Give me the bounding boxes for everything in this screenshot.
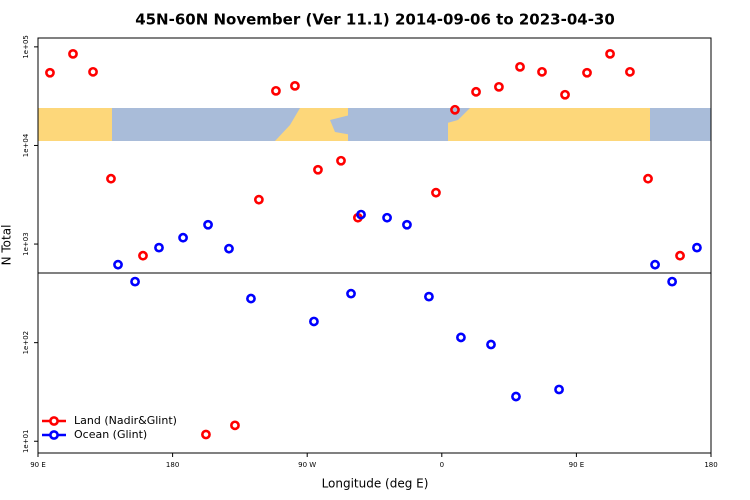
point bbox=[667, 276, 678, 287]
point bbox=[271, 85, 281, 96]
point bbox=[511, 391, 521, 402]
point bbox=[402, 219, 412, 230]
point bbox=[471, 86, 481, 97]
legend-marker bbox=[49, 430, 59, 440]
y-axis-label: N Total bbox=[0, 225, 14, 266]
y-tick-label: 1e+03 bbox=[22, 232, 30, 256]
point bbox=[537, 66, 547, 77]
point bbox=[230, 420, 240, 431]
x-tick-label: 90 W bbox=[298, 461, 316, 469]
point bbox=[68, 48, 78, 59]
x-tick-label: 180 bbox=[166, 461, 179, 469]
point bbox=[431, 187, 441, 198]
point bbox=[45, 67, 55, 78]
point bbox=[313, 164, 323, 175]
x-tick-label: 180 bbox=[704, 461, 717, 469]
point bbox=[494, 81, 504, 92]
point bbox=[203, 219, 213, 230]
legend-marker bbox=[49, 416, 59, 426]
x-tick-label: 90 E bbox=[569, 461, 585, 469]
y-tick-label: 1e+04 bbox=[22, 133, 30, 157]
point bbox=[382, 212, 392, 223]
point bbox=[346, 288, 356, 299]
point bbox=[138, 250, 148, 261]
point bbox=[650, 259, 660, 270]
point bbox=[88, 66, 98, 77]
point bbox=[290, 80, 300, 91]
point bbox=[554, 384, 564, 395]
chart-title: 45N-60N November (Ver 11.1) 2014-09-06 t… bbox=[135, 11, 615, 29]
point bbox=[336, 155, 346, 166]
x-tick-label: 90 E bbox=[30, 461, 46, 469]
point bbox=[113, 259, 123, 270]
x-tick-label: 0 bbox=[440, 461, 444, 469]
y-tick-label: 1e+05 bbox=[22, 35, 30, 59]
y-tick-label: 1e+02 bbox=[22, 331, 30, 355]
point bbox=[253, 194, 264, 205]
point bbox=[643, 173, 653, 184]
point bbox=[424, 291, 434, 302]
legend-label: Land (Nadir&Glint) bbox=[74, 414, 177, 427]
point bbox=[605, 48, 615, 59]
point bbox=[560, 89, 570, 100]
point bbox=[450, 104, 460, 115]
point bbox=[515, 61, 525, 72]
point bbox=[130, 276, 140, 287]
point bbox=[356, 209, 366, 220]
point bbox=[178, 232, 188, 243]
plot-frame bbox=[37, 37, 712, 454]
point bbox=[625, 66, 635, 77]
y-tick-label: 1e+01 bbox=[22, 429, 30, 453]
x-axis-label: Longitude (deg E) bbox=[322, 477, 429, 491]
point bbox=[582, 67, 592, 78]
point bbox=[106, 173, 116, 184]
point bbox=[692, 242, 702, 253]
point bbox=[309, 316, 319, 327]
point bbox=[154, 242, 164, 253]
point bbox=[456, 332, 466, 343]
point bbox=[486, 339, 496, 350]
point bbox=[224, 243, 234, 254]
point bbox=[246, 293, 256, 304]
map-strip-ocean bbox=[112, 108, 711, 141]
point bbox=[675, 250, 685, 261]
legend-label: Ocean (Glint) bbox=[74, 428, 147, 441]
point bbox=[201, 429, 211, 440]
